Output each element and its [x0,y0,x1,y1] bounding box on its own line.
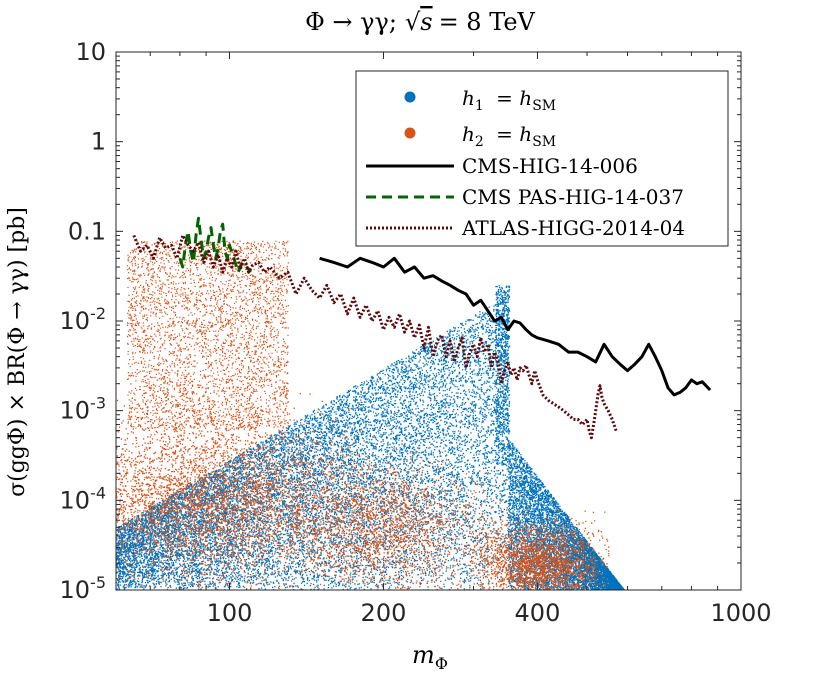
x-tick-label: 1000 [710,599,771,627]
scatter-h1-points [116,285,626,590]
legend-label-h2: h2 = hSM [462,122,556,150]
tick-marks [116,51,742,591]
line-atlas-higg-2014-04 [132,233,618,440]
legend-label-h1: h1 = hSM [462,86,556,114]
scatter-h2-points [116,240,610,590]
x-axis-label: mΦ [412,641,448,673]
chart-title: Φ → γγ; √s = 8 TeV [305,8,535,36]
y-axis-label: σ(ggΦ) × BR(Φ → γγ) [pb] [5,207,30,497]
x-tick-label: 200 [361,599,407,627]
legend-marker-h1 [404,91,416,103]
scatter-layer [116,240,626,590]
y-tick-label: 10-5 [60,573,107,604]
legend: h1 = hSM h2 = hSM CMS-HIG-14-006 CMS PAS… [355,70,729,247]
line-cms-hig-14-006 [319,256,712,397]
x-tick-label: 100 [207,599,253,627]
legend-box [355,70,729,247]
legend-label-cms-pas-037: CMS PAS-HIG-14-037 [462,185,684,209]
y-tick-label: 10-3 [60,394,107,425]
limit-lines [132,216,712,440]
y-tick-label: 0.1 [68,217,106,245]
x-tick-label: 400 [515,599,561,627]
legend-marker-h2 [404,127,416,139]
tick-labels: 100 200 400 1000 10 1 0.1 10-2 10-3 10-4 10-5 [60,38,772,627]
y-tick-label: 10-4 [60,483,107,514]
line-cms-pas-hig-14-037 [178,216,252,274]
y-tick-label: 1 [91,128,106,156]
y-tick-label: 10 [75,38,106,66]
legend-label-atlas: ATLAS-HIGG-2014-04 [461,216,685,240]
y-tick-label: 10-2 [60,304,107,335]
legend-label-cms-006: CMS-HIG-14-006 [462,154,638,178]
